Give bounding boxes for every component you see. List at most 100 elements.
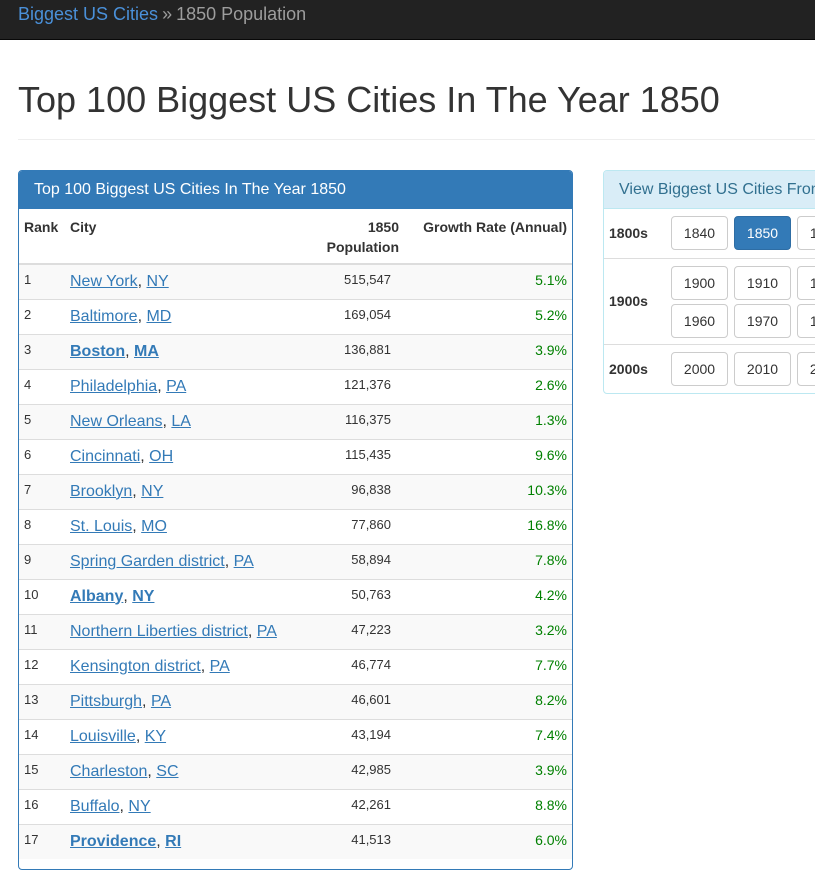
year-button-1920[interactable]: 1920 xyxy=(797,266,815,300)
city-state-separator: , xyxy=(142,692,151,710)
top-navbar: Biggest US Cities» 1850 Population xyxy=(0,0,815,40)
city-cell: New York, NY xyxy=(65,263,294,299)
population-cell: 50,763 xyxy=(294,578,404,614)
breadcrumb-home-link[interactable]: Biggest US Cities xyxy=(18,4,159,24)
year-button-1980[interactable]: 1980 xyxy=(797,304,815,338)
state-link[interactable]: MD xyxy=(146,307,172,325)
state-link[interactable]: MA xyxy=(134,342,159,360)
population-header-year: 1850 xyxy=(367,219,399,235)
rank-cell: 14 xyxy=(19,718,65,754)
decade-picker-panel: View Biggest US Cities From 1800s 1840 185… xyxy=(603,170,815,394)
year-button-2020[interactable]: 2020 xyxy=(797,352,815,386)
growth-rate-cell: 7.7% xyxy=(404,648,572,684)
city-link[interactable]: Kensington district xyxy=(70,657,201,675)
city-link[interactable]: New Orleans xyxy=(70,412,163,430)
city-link[interactable]: Northern Liberties district xyxy=(70,622,248,640)
city-link[interactable]: Cincinnati xyxy=(70,447,141,465)
city-link[interactable]: Spring Garden district xyxy=(70,552,225,570)
growth-rate-cell: 9.6% xyxy=(404,438,572,474)
year-button-2000[interactable]: 2000 xyxy=(671,352,728,386)
growth-rate-cell: 16.8% xyxy=(404,508,572,544)
table-row: 13 Pittsburgh, PA 46,601 8.2% xyxy=(19,683,572,719)
city-link[interactable]: Baltimore xyxy=(70,307,138,325)
growth-rate-cell: 4.2% xyxy=(404,578,572,614)
population-cell: 77,860 xyxy=(294,508,404,544)
state-link[interactable]: KY xyxy=(144,727,167,745)
city-link[interactable]: Providence xyxy=(70,832,157,850)
state-link[interactable]: PA xyxy=(166,377,187,395)
growth-rate-cell: 8.2% xyxy=(404,683,572,719)
state-link[interactable]: NY xyxy=(146,272,169,290)
breadcrumb-current: 1850 Population xyxy=(176,4,307,24)
table-row: 2 Baltimore, MD 169,054 5.2% xyxy=(19,298,572,334)
growth-rate-cell: 1.3% xyxy=(404,403,572,439)
year-button-1860[interactable]: 1860 xyxy=(797,216,815,250)
city-link[interactable]: Louisville xyxy=(70,727,136,745)
growth-rate-cell: 7.8% xyxy=(404,543,572,579)
year-button-1840[interactable]: 1840 xyxy=(671,216,728,250)
state-link[interactable]: MO xyxy=(141,517,167,535)
city-link[interactable]: Pittsburgh xyxy=(70,692,143,710)
cities-table-panel: Top 100 Biggest US Cities In The Year 18… xyxy=(18,170,573,870)
city-cell: Philadelphia, PA xyxy=(65,368,294,404)
state-link[interactable]: SC xyxy=(156,762,179,780)
city-state-separator: , xyxy=(132,517,142,535)
cities-table: Rank City 1850 Population Growth Rate (An… xyxy=(19,209,572,859)
city-state-separator: , xyxy=(123,587,133,605)
city-cell: Pittsburgh, PA xyxy=(65,683,294,719)
state-link[interactable]: OH xyxy=(149,447,174,465)
rank-cell: 5 xyxy=(19,403,65,439)
state-link[interactable]: LA xyxy=(171,412,191,430)
city-state-separator: , xyxy=(224,552,234,570)
population-cell: 96,838 xyxy=(294,473,404,509)
year-button-1900[interactable]: 1900 xyxy=(671,266,728,300)
city-link[interactable]: Boston xyxy=(70,342,126,360)
city-state-separator: , xyxy=(140,447,150,465)
state-link[interactable]: RI xyxy=(165,832,182,850)
city-link[interactable]: New York xyxy=(70,272,138,290)
growth-rate-cell: 7.4% xyxy=(404,718,572,754)
table-row: 7 Brooklyn, NY 96,838 10.3% xyxy=(19,473,572,509)
state-link[interactable]: NY xyxy=(132,587,155,605)
city-link[interactable]: Albany xyxy=(70,587,124,605)
city-state-separator: , xyxy=(119,797,129,815)
state-link[interactable]: PA xyxy=(233,552,254,570)
page-title: Top 100 Biggest US Cities In The Year 18… xyxy=(18,79,720,120)
growth-rate-cell: 2.6% xyxy=(404,368,572,404)
state-link[interactable]: PA xyxy=(150,692,172,710)
city-link[interactable]: Brooklyn xyxy=(70,482,133,500)
year-button-1850[interactable]: 1850 xyxy=(734,216,791,250)
year-button-1970[interactable]: 1970 xyxy=(734,304,791,338)
rank-cell: 12 xyxy=(19,648,65,684)
city-cell: Providence, RI xyxy=(65,823,294,859)
city-link[interactable]: Charleston xyxy=(70,762,148,780)
state-link[interactable]: PA xyxy=(209,657,230,675)
growth-rate-cell: 3.9% xyxy=(404,753,572,789)
growth-rate-cell: 5.1% xyxy=(404,263,572,299)
city-state-separator: , xyxy=(247,622,257,640)
decade-label: 2000s xyxy=(609,360,648,377)
table-row: 8 St. Louis, MO 77,860 16.8% xyxy=(19,508,572,544)
city-link[interactable]: St. Louis xyxy=(70,517,133,535)
year-button-1960[interactable]: 1960 xyxy=(671,304,728,338)
city-cell: Albany, NY xyxy=(65,578,294,614)
state-link[interactable]: PA xyxy=(256,622,277,640)
year-button-2010[interactable]: 2010 xyxy=(734,352,791,386)
population-cell: 115,435 xyxy=(294,438,404,474)
city-state-separator: , xyxy=(135,727,145,745)
population-cell: 47,223 xyxy=(294,613,404,649)
city-link[interactable]: Philadelphia xyxy=(70,377,158,395)
population-header-label: Population xyxy=(326,239,399,255)
year-button-1910[interactable]: 1910 xyxy=(734,266,791,300)
table-row: 15 Charleston, SC 42,985 3.9% xyxy=(19,753,572,789)
city-state-separator: , xyxy=(147,762,157,780)
city-link[interactable]: Buffalo xyxy=(70,797,120,815)
population-cell: 46,774 xyxy=(294,648,404,684)
state-link[interactable]: NY xyxy=(141,482,164,500)
growth-rate-cell: 3.2% xyxy=(404,613,572,649)
population-cell: 136,881 xyxy=(294,333,404,369)
city-state-separator: , xyxy=(156,832,166,850)
state-link[interactable]: NY xyxy=(128,797,151,815)
